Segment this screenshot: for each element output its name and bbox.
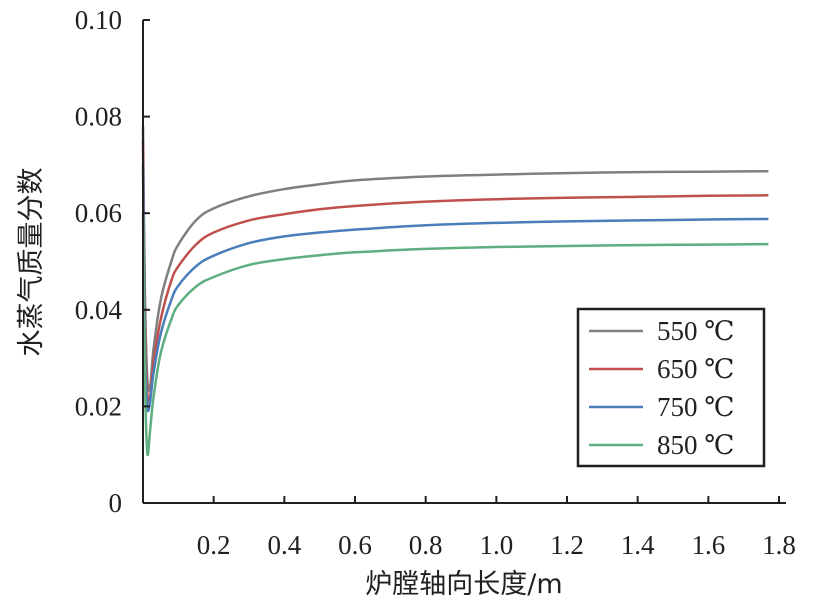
x-tick-label: 0.4	[267, 530, 301, 560]
y-tick-label: 0.10	[75, 5, 122, 35]
y-tick-label: 0.06	[75, 198, 122, 228]
legend: 550 ℃ 650 ℃ 750 ℃ 850 ℃	[576, 307, 766, 468]
y-tick-label: 0.04	[75, 295, 123, 325]
x-tick-label: 0.8	[409, 530, 443, 560]
y-tick-label: 0	[109, 488, 123, 518]
legend-label: 850 ℃	[657, 430, 734, 460]
series-line	[141, 126, 769, 392]
axes	[142, 20, 786, 504]
series-line	[141, 140, 769, 403]
x-tick-label: 1.0	[479, 530, 513, 560]
legend-label: 650 ℃	[657, 354, 734, 384]
x-ticks: 0.2 0.4 0.6 0.8 1.0 1.2 1.4 1.6 1.8	[197, 496, 796, 560]
x-tick-label: 0.6	[338, 530, 372, 560]
y-tick-label: 0.08	[75, 102, 122, 132]
x-tick-label: 0.2	[197, 530, 231, 560]
x-tick-label: 1.4	[621, 530, 655, 560]
legend-label: 550 ℃	[657, 316, 734, 346]
x-tick-label: 1.8	[762, 530, 796, 560]
legend-box	[576, 307, 766, 468]
x-tick-label: 1.2	[550, 530, 584, 560]
x-tick-label: 1.6	[691, 530, 725, 560]
x-axis-title: 炉膛轴向长度/m	[365, 569, 562, 600]
y-ticks: 0 0.02 0.04 0.06 0.08 0.10	[75, 5, 150, 518]
legend-label: 750 ℃	[657, 392, 734, 422]
series-line	[141, 213, 769, 457]
y-tick-label: 0.02	[75, 391, 122, 421]
y-axis-title: 水蒸气质量分数	[16, 168, 47, 357]
